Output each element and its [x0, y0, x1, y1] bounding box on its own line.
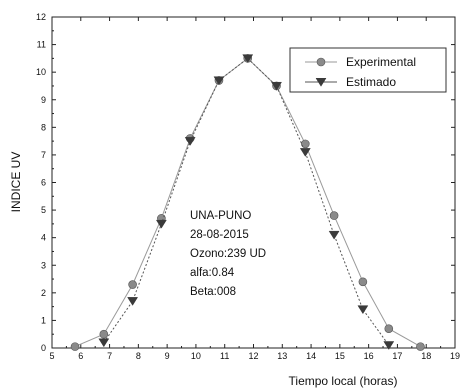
data-point — [213, 76, 225, 86]
x-tick-label: 18 — [421, 351, 431, 361]
x-tick-label: 9 — [165, 351, 170, 361]
data-point — [357, 305, 369, 315]
x-tick-label: 12 — [248, 351, 258, 361]
y-tick-label: 11 — [37, 40, 46, 50]
y-tick-label: 0 — [41, 343, 46, 353]
chart-annotation: UNA-PUNO 28-08-2015 Ozono:239 UD alfa:0.… — [190, 210, 266, 298]
annotation-line: 28-08-2015 — [190, 229, 249, 241]
x-axis-ticks: 5 6 7 8 9 10 11 12 13 14 15 16 17 18 19 — [49, 17, 460, 361]
data-point — [155, 219, 167, 229]
data-point — [383, 341, 395, 350]
y-tick-label: 2 — [41, 288, 46, 298]
series-experimental — [70, 54, 425, 351]
x-tick-label: 19 — [450, 351, 460, 361]
y-tick-label: 8 — [41, 122, 46, 132]
y-tick-label: 6 — [41, 178, 46, 188]
data-point — [416, 342, 425, 351]
y-tick-label: 10 — [36, 67, 46, 77]
legend-marker-triangle — [315, 78, 327, 87]
data-point — [127, 297, 139, 306]
data-point — [299, 148, 311, 157]
y-tick-label: 1 — [41, 315, 46, 325]
annotation-line: Beta:008 — [190, 286, 236, 298]
legend-marker-circle — [316, 57, 326, 67]
x-tick-label: 5 — [49, 351, 54, 361]
annotation-line: Ozono:239 UD — [190, 248, 266, 260]
y-tick-label: 12 — [36, 12, 46, 22]
data-point — [328, 230, 340, 240]
data-point — [242, 54, 254, 64]
y-tick-label: 3 — [41, 260, 46, 270]
data-point — [128, 280, 137, 289]
legend-label: Experimental — [346, 55, 416, 69]
x-tick-label: 15 — [335, 351, 345, 361]
series-layer — [70, 54, 425, 351]
series-line — [103, 57, 390, 346]
legend: Experimental Estimado — [289, 47, 447, 93]
x-tick-label: 17 — [392, 351, 402, 361]
data-point — [384, 324, 394, 333]
x-tick-label: 8 — [136, 351, 141, 361]
data-point — [301, 139, 310, 149]
annotation-line: UNA-PUNO — [190, 210, 251, 222]
x-tick-label: 10 — [191, 351, 201, 361]
legend-label: Estimado — [346, 75, 396, 89]
annotation-line: alfa:0.84 — [190, 267, 235, 279]
x-tick-label: 13 — [277, 351, 287, 361]
legend-box — [289, 47, 447, 93]
data-point — [70, 342, 80, 351]
data-point — [271, 81, 282, 91]
legend-items: Experimental Estimado — [305, 55, 416, 89]
data-point — [98, 338, 110, 348]
y-tick-label: 9 — [41, 95, 46, 105]
x-tick-label: 7 — [107, 351, 112, 361]
data-point — [99, 329, 109, 339]
y-tick-label: 7 — [41, 150, 46, 160]
data-point — [358, 277, 368, 287]
y-axis-label: INDICE UV — [9, 152, 23, 213]
y-tick-label: 4 — [41, 233, 46, 243]
series-estimado — [98, 54, 395, 350]
data-point — [184, 137, 196, 146]
series-line — [74, 57, 421, 348]
x-tick-label: 14 — [306, 351, 316, 361]
y-tick-label: 5 — [41, 205, 46, 215]
x-tick-label: 6 — [78, 351, 83, 361]
x-tick-label: 11 — [220, 351, 229, 361]
data-point — [329, 211, 339, 220]
x-tick-label: 16 — [364, 351, 374, 361]
x-axis-label: Tiempo local (horas) — [289, 374, 398, 388]
